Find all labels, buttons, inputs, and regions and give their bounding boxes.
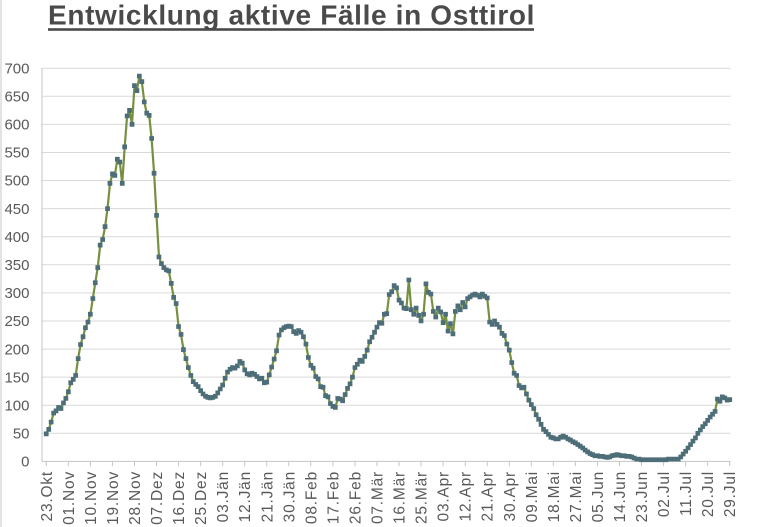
svg-text:14.Jun: 14.Jun — [612, 471, 629, 522]
svg-text:09.Mai: 09.Mai — [524, 471, 541, 522]
svg-text:10.Nov: 10.Nov — [83, 471, 100, 525]
svg-text:20.Jul: 20.Jul — [700, 471, 717, 517]
svg-text:150: 150 — [4, 369, 29, 386]
svg-text:25.Dez: 25.Dez — [193, 471, 210, 525]
svg-text:250: 250 — [4, 313, 29, 330]
svg-text:23.Okt: 23.Okt — [39, 471, 56, 521]
svg-text:30.Apr: 30.Apr — [502, 471, 519, 521]
svg-text:500: 500 — [4, 173, 29, 190]
svg-text:30.Jän: 30.Jän — [281, 471, 298, 522]
svg-text:19.Nov: 19.Nov — [105, 471, 122, 525]
svg-text:21.Apr: 21.Apr — [480, 471, 497, 521]
svg-text:27.Mai: 27.Mai — [568, 471, 585, 522]
svg-text:17.Feb: 17.Feb — [325, 471, 342, 524]
svg-text:700: 700 — [4, 60, 29, 77]
svg-text:12.Apr: 12.Apr — [458, 471, 475, 521]
svg-text:23.Jun: 23.Jun — [634, 471, 651, 522]
svg-text:28.Nov: 28.Nov — [127, 471, 144, 525]
svg-text:18.Mai: 18.Mai — [546, 471, 563, 522]
svg-text:05.Jun: 05.Jun — [590, 471, 607, 522]
svg-text:21.Jän: 21.Jän — [259, 471, 276, 522]
svg-text:08.Feb: 08.Feb — [303, 471, 320, 524]
svg-text:07.Dez: 07.Dez — [149, 471, 166, 525]
svg-text:02.Jul: 02.Jul — [656, 471, 673, 517]
svg-text:12.Jän: 12.Jän — [237, 471, 254, 522]
svg-text:Entwicklung aktive Fälle in Os: Entwicklung aktive Fälle in Osttirol — [48, 0, 535, 31]
svg-text:16.Mär: 16.Mär — [392, 471, 409, 524]
svg-text:600: 600 — [4, 117, 29, 134]
svg-text:100: 100 — [4, 397, 29, 414]
svg-text:29.Jul: 29.Jul — [722, 471, 739, 517]
svg-text:400: 400 — [4, 229, 29, 246]
svg-text:26.Feb: 26.Feb — [347, 471, 364, 524]
svg-text:01.Nov: 01.Nov — [61, 471, 78, 525]
svg-text:50: 50 — [13, 426, 30, 443]
svg-text:650: 650 — [4, 89, 29, 106]
svg-text:03.Apr: 03.Apr — [436, 471, 453, 521]
svg-text:550: 550 — [4, 145, 29, 162]
svg-text:03.Jän: 03.Jän — [215, 471, 232, 522]
svg-text:11.Jul: 11.Jul — [678, 471, 695, 516]
svg-text:07.Mär: 07.Mär — [370, 471, 387, 524]
svg-text:450: 450 — [4, 201, 29, 218]
svg-text:25.Mär: 25.Mär — [414, 471, 431, 524]
svg-text:350: 350 — [4, 257, 29, 274]
svg-text:16.Dez: 16.Dez — [171, 471, 188, 525]
svg-text:0: 0 — [21, 454, 29, 471]
svg-text:200: 200 — [4, 341, 29, 358]
svg-text:300: 300 — [4, 285, 29, 302]
